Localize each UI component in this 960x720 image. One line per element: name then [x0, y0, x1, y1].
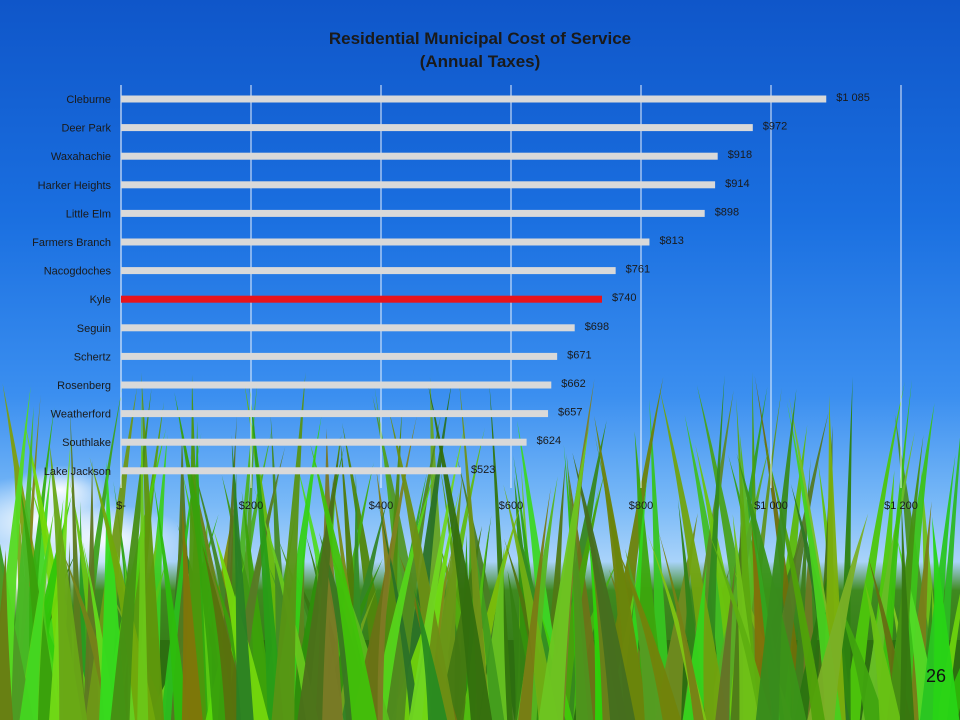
- bar-waxahachie: [121, 152, 718, 160]
- category-label: Seguin: [77, 323, 111, 335]
- data-label: $761: [626, 264, 650, 276]
- data-label: $918: [728, 149, 752, 161]
- bar-seguin: [121, 324, 575, 332]
- bar-deer-park: [121, 124, 753, 132]
- bar-cleburne: [121, 95, 827, 103]
- category-label: Harker Heights: [38, 180, 112, 192]
- x-tick-label: $1 000: [754, 500, 788, 512]
- bar-schertz: [121, 352, 558, 360]
- data-label: $671: [567, 349, 591, 361]
- data-labels: $1 085 $972 $918 $914 $898 $813 $761 $740 $698 $6…: [471, 92, 870, 476]
- gridlines: [120, 85, 902, 488]
- x-tick-label: $600: [499, 500, 523, 512]
- grass-blades: [0, 371, 960, 720]
- data-label: $698: [585, 321, 609, 333]
- x-tick-label: $200: [239, 500, 263, 512]
- category-label: Schertz: [74, 351, 111, 363]
- bars: [121, 95, 827, 475]
- category-label: Lake Jackson: [44, 466, 111, 478]
- data-label: $657: [558, 407, 582, 419]
- category-label: Little Elm: [66, 208, 111, 220]
- x-tick-labels: $- $200 $400 $600 $800 $1 000 $1 200: [116, 500, 918, 512]
- data-label: $1 085: [836, 92, 870, 104]
- bar-lake-jackson: [121, 467, 461, 475]
- data-label: $523: [471, 464, 495, 476]
- bar-farmers-branch: [121, 238, 650, 246]
- bar-weatherford: [121, 410, 549, 418]
- data-label: $813: [659, 235, 683, 247]
- category-label: Cleburne: [66, 94, 111, 106]
- bar-nacogdoches: [121, 267, 616, 275]
- bar-kyle: [121, 295, 602, 303]
- data-label: $624: [537, 435, 561, 447]
- x-tick-label: $1 200: [884, 500, 918, 512]
- x-tick-label: $800: [629, 500, 653, 512]
- data-label: $898: [715, 206, 739, 218]
- chart-subtitle: (Annual Taxes): [419, 52, 541, 71]
- bar-little-elm: [121, 209, 705, 217]
- category-label: Waxahachie: [51, 151, 111, 163]
- category-label: Weatherford: [51, 409, 111, 421]
- bar-rosenberg: [121, 381, 552, 389]
- category-label: Farmers Branch: [32, 237, 111, 249]
- category-label: Nacogdoches: [44, 266, 112, 278]
- x-tick-label: $400: [369, 500, 393, 512]
- category-label: Southlake: [62, 437, 111, 449]
- category-label: Deer Park: [61, 123, 111, 135]
- data-label: $972: [763, 121, 787, 133]
- category-label: Kyle: [90, 294, 111, 306]
- x-tick-label: $-: [116, 500, 126, 512]
- bar-harker-heights: [121, 181, 716, 189]
- slide-number: 26: [925, 666, 946, 686]
- category-labels: Cleburne Deer Park Waxahachie Harker Height…: [32, 94, 111, 478]
- chart-title: Residential Municipal Cost of Service: [328, 29, 632, 48]
- data-label: $914: [725, 178, 749, 190]
- category-label: Rosenberg: [57, 380, 111, 392]
- data-label: $662: [561, 378, 585, 390]
- bar-southlake: [121, 438, 527, 446]
- data-label: $740: [612, 292, 636, 304]
